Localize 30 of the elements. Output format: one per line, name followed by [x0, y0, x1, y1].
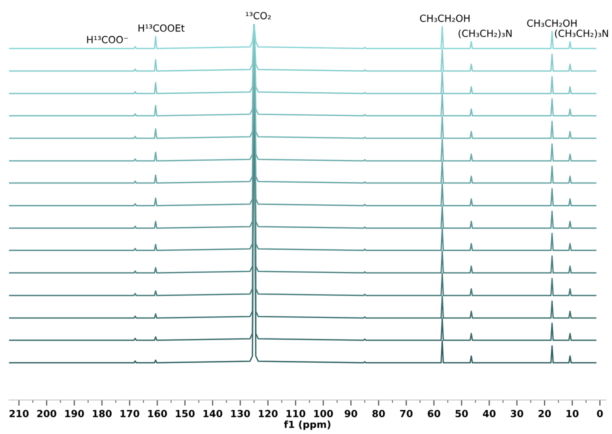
x-tick-label: 30 [510, 410, 524, 418]
x-tick-label: 70 [400, 410, 413, 418]
x-tick-label: 40 [482, 410, 496, 418]
x-tick-label: 150 [176, 410, 195, 418]
x-tick-label: 180 [92, 410, 112, 418]
x-tick-label: 10 [566, 410, 579, 418]
annotation: H¹³COOEt [138, 24, 185, 32]
x-tick-label: 0 [596, 410, 603, 418]
x-tick-label: 100 [314, 410, 333, 418]
x-axis-title: f1 (ppm) [284, 420, 330, 430]
x-tick-label: 110 [286, 410, 306, 418]
annotation: CH₃CH₂OH [527, 20, 577, 27]
x-tick-label: 140 [204, 410, 222, 418]
annotation: ¹³CO₂ [246, 12, 271, 20]
annotation: H¹³COO⁻ [87, 36, 128, 44]
x-tick-label: 130 [231, 410, 250, 418]
annotation: CH₃CH₂OH [420, 14, 470, 22]
x-tick-label: 20 [538, 410, 551, 418]
x-tick-label: 50 [456, 410, 468, 418]
x-tick-label: 160 [148, 410, 167, 418]
x-tick-label: 200 [37, 410, 56, 418]
annotation: (CH₃CH₂)₃N [555, 29, 608, 38]
x-tick-label: 90 [344, 410, 358, 418]
x-tick-label: 80 [372, 410, 385, 418]
x-tick-label: 60 [428, 410, 440, 418]
annotation: (CH₃CH₂)₃N [458, 29, 512, 38]
x-tick-label: 170 [120, 410, 140, 418]
x-tick-label: 210 [10, 410, 29, 418]
x-tick-label: 120 [258, 410, 278, 418]
x-tick-label: 190 [65, 410, 84, 418]
